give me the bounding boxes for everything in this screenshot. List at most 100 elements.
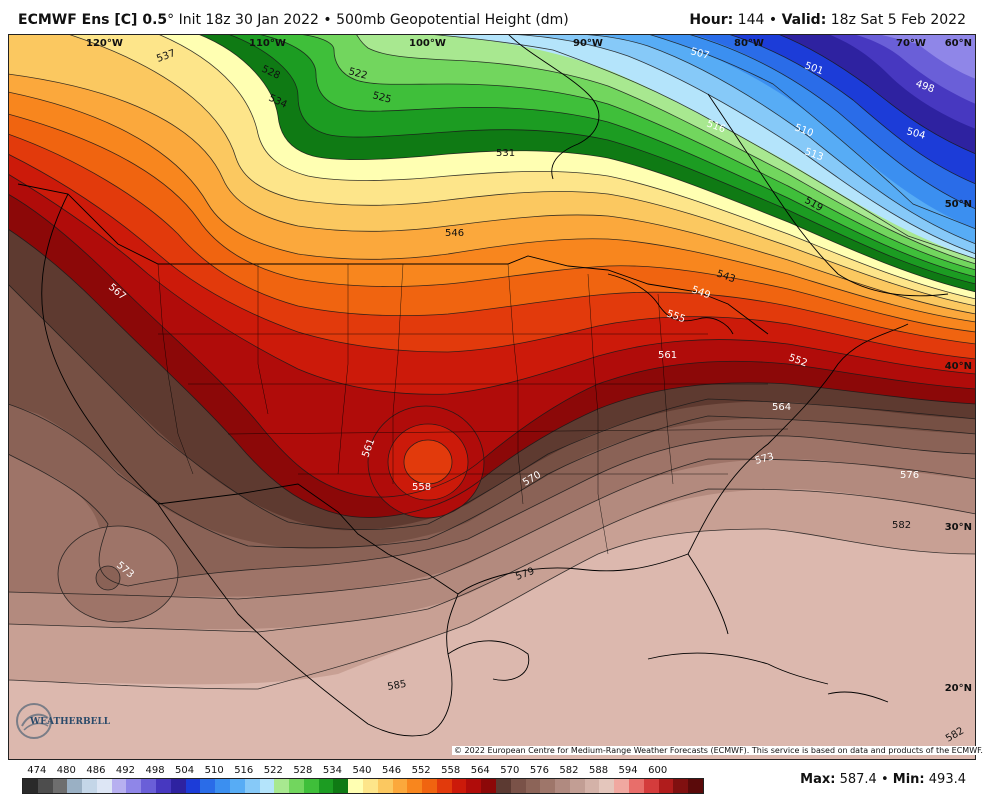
lat-label-40n: 40°N [945, 361, 972, 372]
legend-swatch [96, 779, 112, 793]
us-west-coast [41, 193, 159, 505]
legend-swatch [466, 779, 482, 793]
legend-tick-label: 498 [145, 765, 165, 776]
title-separator: • [768, 12, 778, 28]
legend-swatch [643, 779, 659, 793]
hour-label: Hour: [689, 12, 734, 28]
weatherbell-logo-icon [16, 703, 52, 739]
lon-labels: 120°W 110°W 100°W 90°W 80°W 70°W [86, 38, 926, 49]
legend-tick-label: 474 [27, 765, 47, 776]
legend-tick-label: 600 [648, 765, 668, 776]
legend-tick-label: 480 [56, 765, 76, 776]
map-panel: 120°W 110°W 100°W 90°W 80°W 70°W 60°N 50… [8, 34, 976, 760]
legend-tick-label: 540 [352, 765, 372, 776]
legend-swatch [126, 779, 142, 793]
product-name: 500mb Geopotential Height (dm) [336, 12, 569, 28]
legend-tick-label: 582 [559, 765, 579, 776]
legend-tick-label: 504 [175, 765, 195, 776]
lat-label-30n: 30°N [945, 522, 972, 533]
contour-label: 507 [689, 46, 710, 62]
max-label: Max: [800, 772, 836, 787]
valid-value: 18z Sat 5 Feb 2022 [830, 12, 966, 28]
legend-labels: 474 480 486 492 498 504 510 516 522 528 534 540 546 5… [22, 765, 702, 779]
contour-label: 525 [371, 90, 392, 106]
contour-label: 573 [754, 451, 775, 467]
legend-tick-label: 528 [293, 765, 313, 776]
lat-label-20n: 20°N [945, 683, 972, 694]
legend-swatch [215, 779, 230, 793]
cuba [647, 652, 829, 685]
hour-value: 144 [737, 12, 765, 28]
legend-swatch [185, 779, 201, 793]
legend-swatch [658, 779, 674, 793]
legend-tick-label: 492 [115, 765, 136, 776]
lon-label-110w: 110°W [249, 38, 286, 49]
legend-swatch [229, 779, 245, 793]
legend-swatch [555, 779, 570, 793]
legend-swatch [259, 779, 275, 793]
hudson-bay [507, 34, 600, 180]
lon-label-80w: 80°W [734, 38, 764, 49]
legend-swatch [451, 779, 467, 793]
legend-swatch [599, 779, 615, 793]
legend-tick-label: 516 [234, 765, 254, 776]
contour-label: 561 [658, 350, 677, 361]
legend-swatch [496, 779, 511, 793]
legend-tick-label: 552 [411, 765, 431, 776]
legend-swatch [673, 779, 689, 793]
legend-swatch [274, 779, 290, 793]
contour-label: 582 [892, 520, 911, 531]
title-separator: • [323, 12, 332, 28]
legend-swatch [111, 779, 127, 793]
legend-swatch [392, 779, 408, 793]
legend-swatch [362, 779, 378, 793]
east-coast [687, 323, 909, 555]
legend-swatch [82, 779, 97, 793]
legend-swatch [333, 779, 349, 793]
legend-swatch [200, 779, 216, 793]
max-min-readout: Max: 587.4 • Min: 493.4 [800, 772, 966, 787]
map-svg: 120°W 110°W 100°W 90°W 80°W 70°W 60°N 50… [8, 34, 976, 760]
legend-tick-label: 576 [529, 765, 549, 776]
legend-swatch [569, 779, 585, 793]
gulf-coast [457, 553, 729, 635]
legend-swatch [614, 779, 630, 793]
political-boundaries [17, 34, 949, 737]
legend-swatch [23, 779, 38, 793]
yucatan [447, 640, 530, 681]
copyright-notice: © 2022 European Centre for Medium-Range … [452, 746, 984, 755]
legend-tick-label: 486 [86, 765, 106, 776]
contour-label: 585 [387, 679, 408, 693]
model-name: ECMWF Ens [C] 0.5 [18, 12, 168, 28]
valid-label: Valid: [781, 12, 827, 28]
legend-tick-label: 564 [470, 765, 490, 776]
degree-mark: ° [167, 12, 175, 28]
legend-swatch [141, 779, 157, 793]
legend-swatch [407, 779, 423, 793]
legend-swatch [170, 779, 186, 793]
legend-color-bar [22, 778, 704, 794]
legend-tick-label: 534 [322, 765, 342, 776]
lon-label-120w: 120°W [86, 38, 123, 49]
legend-swatch [37, 779, 53, 793]
legend-swatch [436, 779, 452, 793]
legend-swatch [318, 779, 334, 793]
contour-label: 522 [347, 66, 368, 82]
legend-swatch [377, 779, 393, 793]
logo-text: WEATHERBELL [30, 717, 111, 727]
contour-label: 564 [772, 402, 791, 413]
lat-labels: 60°N 50°N 40°N 30°N 20°N [945, 38, 972, 694]
map-frame [8, 34, 976, 760]
legend-swatch [422, 779, 437, 793]
lon-label-90w: 90°W [573, 38, 603, 49]
legend-swatch [540, 779, 556, 793]
legend-swatch [244, 779, 260, 793]
legend-swatch [156, 779, 171, 793]
legend-swatch [629, 779, 644, 793]
title-right: Hour: 144 • Valid: 18z Sat 5 Feb 2022 [689, 12, 966, 28]
legend-tick-label: 546 [382, 765, 402, 776]
lat-label-60n: 60°N [945, 38, 972, 49]
cutoff-low-center [404, 440, 452, 484]
contour-label: 531 [496, 148, 515, 159]
hispaniola [827, 691, 889, 703]
